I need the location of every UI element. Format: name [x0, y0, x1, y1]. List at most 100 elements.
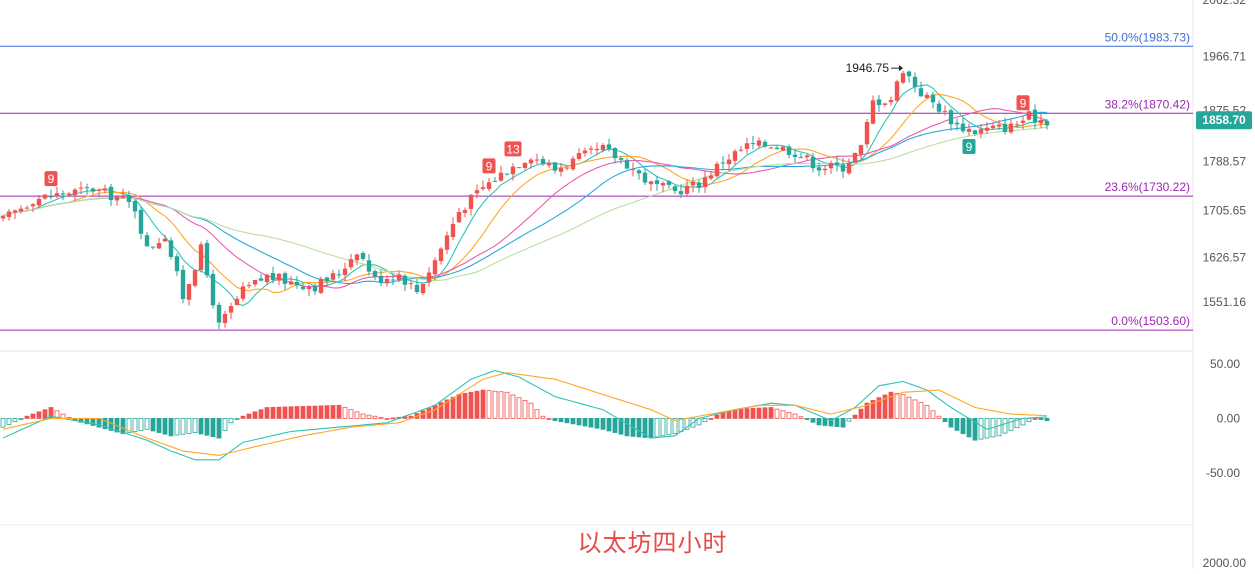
candle — [318, 276, 324, 295]
macd-histogram-bar — [492, 390, 498, 419]
candle — [90, 187, 96, 195]
macd-histogram-bar — [468, 391, 474, 419]
candle-body — [888, 100, 894, 103]
candle-body — [606, 144, 612, 149]
candle — [312, 283, 318, 295]
candle — [972, 129, 978, 136]
macd-histogram-bar — [648, 418, 654, 439]
candle-body — [210, 273, 216, 306]
td-marker: 9 — [1016, 95, 1030, 111]
macd-histogram-bar — [564, 418, 570, 424]
ma-line-orange — [2, 93, 1048, 293]
candle — [924, 92, 930, 99]
candle — [642, 168, 648, 186]
candle — [276, 272, 282, 285]
candle-body — [198, 244, 204, 271]
td-marker-label: 9 — [486, 159, 493, 173]
candle — [672, 184, 678, 194]
candle — [660, 181, 666, 193]
candle-body — [846, 163, 852, 174]
candle-body — [690, 181, 696, 186]
macd-histogram-bar — [588, 418, 594, 428]
macd-histogram-bar — [516, 397, 522, 419]
macd-histogram-bar — [948, 418, 954, 428]
candle — [174, 253, 180, 277]
candle — [396, 270, 402, 283]
td-marker: 9 — [962, 139, 976, 155]
candle-body — [972, 130, 978, 134]
macd-histogram-bar — [972, 418, 978, 441]
candle-body — [942, 110, 948, 112]
macd-histogram-bar — [816, 418, 822, 426]
candle-body — [996, 124, 1002, 127]
candle-body — [246, 285, 252, 287]
macd-tick-label: 50.00 — [1210, 357, 1240, 371]
fib-levels: 50.0%(1983.73) 38.2%(1870.42) 23.6%(1730.2… — [0, 30, 1193, 331]
current-price-tag — [1196, 111, 1252, 130]
macd-histogram-bar — [12, 418, 18, 423]
candle-body — [420, 283, 426, 294]
candle-body — [270, 273, 276, 281]
macd-histogram-bar — [444, 399, 450, 419]
candle-body — [660, 183, 666, 186]
macd-histogram-bar — [768, 407, 774, 419]
td-marker-badge — [962, 139, 976, 155]
macd-histogram-bar — [426, 407, 432, 419]
candle-body — [366, 260, 372, 272]
macd-histogram-bar — [300, 406, 306, 419]
candle — [246, 281, 252, 289]
candle-body — [792, 154, 798, 157]
macd-histogram-bar — [1008, 418, 1014, 431]
td-marker-label: 13 — [506, 142, 520, 156]
macd-histogram-bar — [36, 411, 42, 419]
macd-histogram-bar — [462, 392, 468, 419]
macd-histogram-bar — [966, 418, 972, 438]
candle-body — [726, 159, 732, 165]
macd-histogram-bar — [852, 414, 858, 419]
candle-body — [882, 103, 888, 105]
macd-histogram-bar — [822, 418, 828, 426]
candle — [552, 161, 558, 174]
candle-body — [750, 143, 756, 145]
candle-body — [684, 185, 690, 194]
candle-body — [720, 162, 726, 164]
candle-body — [144, 235, 150, 247]
candle-body — [456, 212, 462, 223]
candle — [828, 160, 834, 175]
candle — [804, 154, 810, 161]
candle-body — [414, 284, 420, 293]
candle-body — [600, 144, 606, 151]
candle-body — [282, 273, 288, 284]
candle-body — [288, 281, 294, 285]
candle-body — [156, 243, 162, 249]
candle — [996, 119, 1002, 131]
candle — [744, 137, 750, 154]
macd-histogram-bar — [162, 418, 168, 435]
candle — [942, 105, 948, 116]
candle-body — [816, 167, 822, 171]
macd-histogram-bar — [474, 390, 480, 419]
macd-histogram-bar — [168, 418, 174, 437]
macd-histogram-bar — [210, 418, 216, 438]
candle-body — [36, 198, 42, 206]
candle-body — [336, 274, 342, 276]
candle-body — [618, 158, 624, 160]
candle — [360, 251, 366, 262]
candle-body — [702, 177, 708, 187]
ma-line-teal — [2, 84, 1048, 307]
candle-body — [126, 195, 132, 203]
macd-panel: 50.00 0.00 -50.00 2000.00 — [0, 357, 1246, 570]
candle — [1032, 104, 1038, 130]
macd-histogram-bar — [936, 415, 942, 419]
candle-body — [240, 286, 246, 299]
candle — [354, 253, 360, 266]
macd-histogram-bar — [18, 418, 24, 420]
macd-histogram-bar — [324, 405, 330, 419]
macd-histogram-bar — [654, 418, 660, 438]
candle-body — [678, 191, 684, 195]
candle — [666, 180, 672, 189]
macd-histogram-bar — [198, 418, 204, 435]
macd-histogram-bar — [180, 418, 186, 435]
candle — [684, 179, 690, 196]
candle-body — [990, 125, 996, 129]
